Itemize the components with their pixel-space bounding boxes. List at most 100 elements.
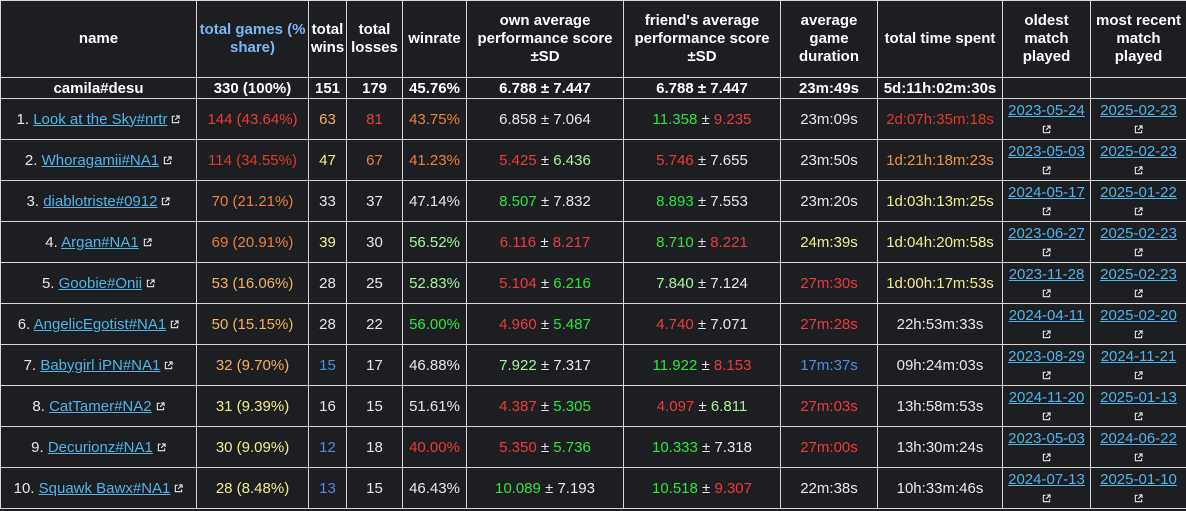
player-link[interactable]: AngelicEgotist#NA1: [33, 315, 167, 333]
match-date-link[interactable]: 2024-04-11: [1008, 306, 1085, 324]
friend-score-cell: 4.740 ± 7.071: [623, 303, 781, 345]
external-link-icon: [1134, 124, 1143, 133]
match-date-link[interactable]: 2024-11-20: [1008, 388, 1085, 406]
friend-score-cell: 5.746 ± 7.655: [623, 139, 781, 181]
external-link-icon: [1042, 411, 1051, 420]
external-link-icon: [143, 237, 152, 246]
score-mean: 5.746: [656, 151, 694, 169]
row-rank: 7.: [23, 356, 37, 374]
losses-cell: 37: [346, 180, 403, 222]
score-sd: 6.436: [553, 151, 591, 169]
col-header-recent-match[interactable]: most recent match played: [1090, 0, 1186, 78]
friend-score-cell: 4.097 ± 6.811: [623, 385, 781, 427]
match-date-link[interactable]: 2025-02-23: [1100, 265, 1177, 283]
total-games-cell: 114 (34.55%): [196, 139, 309, 181]
col-header-avg-duration[interactable]: average game duration: [780, 0, 878, 78]
match-date-link[interactable]: 2025-02-20: [1100, 306, 1177, 324]
row-rank: 1.: [16, 110, 30, 128]
total-time-cell: 13h:58m:53s: [877, 385, 1003, 427]
col-header-own-score[interactable]: own average performance score ±SD: [466, 0, 624, 78]
external-link-icon: [1134, 288, 1143, 297]
match-date-link[interactable]: 2023-11-28: [1008, 265, 1085, 283]
score-mean: 11.358: [652, 110, 698, 128]
match-date-link[interactable]: 2025-01-22: [1100, 183, 1177, 201]
external-link-icon: [175, 483, 184, 492]
row-rank: 6.: [17, 315, 31, 333]
player-link[interactable]: Whoragamii#NA1: [41, 151, 160, 169]
col-header-name[interactable]: name: [0, 0, 197, 78]
player-name-cell: 4. Argan#NA1: [0, 221, 197, 263]
plus-minus: ±: [693, 151, 711, 169]
player-link[interactable]: Babygirl iPN#NA1: [40, 356, 161, 374]
score-sd: 6.216: [553, 274, 591, 292]
score-mean: 4.960: [499, 315, 537, 333]
col-header-friend-score[interactable]: friend's average performance score ±SD: [623, 0, 781, 78]
oldest-match-cell: 2023-08-29: [1002, 344, 1091, 386]
score-mean: 4.740: [656, 315, 694, 333]
plus-minus: ±: [697, 110, 714, 128]
external-link-icon: [172, 114, 181, 123]
losses-cell: 15: [346, 467, 403, 509]
match-date-link[interactable]: 2025-02-23: [1100, 142, 1177, 160]
friend-score-cell: 11.358 ± 9.235: [623, 98, 781, 140]
external-link-icon: [165, 360, 174, 369]
player-link[interactable]: CatTamer#NA2: [49, 397, 152, 415]
player-link[interactable]: Squawk Bawx#NA1: [38, 479, 171, 497]
match-date-link[interactable]: 2024-05-17: [1008, 183, 1085, 201]
total-games-cell: 50 (15.15%): [196, 303, 309, 345]
match-date-link[interactable]: 2023-05-24: [1008, 101, 1085, 119]
score-mean: 10.333: [651, 438, 698, 456]
wins-cell: 63: [308, 98, 347, 140]
col-header-total-losses[interactable]: total losses: [346, 0, 403, 78]
oldest-match-cell: 2024-11-20: [1002, 385, 1091, 427]
external-link-icon: [163, 155, 172, 164]
wins-cell: 16: [308, 385, 347, 427]
summary-games: 330 (100%): [196, 77, 309, 99]
col-header-winrate[interactable]: winrate: [402, 0, 467, 78]
total-games-cell: 28 (8.48%): [196, 467, 309, 509]
summary-oldest: [1002, 77, 1091, 99]
losses-cell: 22: [346, 303, 403, 345]
match-date-link[interactable]: 2024-06-22: [1100, 429, 1177, 447]
col-header-total-wins[interactable]: total wins: [308, 0, 347, 78]
total-time-cell: 09h:24m:03s: [877, 344, 1003, 386]
match-date-link[interactable]: 2023-05-03: [1008, 142, 1085, 160]
match-date-link[interactable]: 2023-06-27: [1008, 224, 1085, 242]
match-date-link[interactable]: 2025-02-23: [1100, 101, 1177, 119]
losses-cell: 30: [346, 221, 403, 263]
match-date-link[interactable]: 2024-11-21: [1100, 347, 1177, 365]
match-date-link[interactable]: 2023-05-03: [1008, 429, 1085, 447]
friend-score-cell: 11.922 ± 8.153: [623, 344, 781, 386]
player-link[interactable]: Goobie#Onii: [58, 274, 143, 292]
table-row: 4. Argan#NA1 69 (20.91%) 39 30 56.52% 6.116 …: [0, 221, 1186, 263]
col-header-total-games[interactable]: total games (% share): [196, 0, 309, 78]
total-games-cell: 70 (21.21%): [196, 180, 309, 222]
col-header-total-time[interactable]: total time spent: [877, 0, 1003, 78]
table-row: 10. Squawk Bawx#NA1 28 (8.48%) 13 15 46.43%…: [0, 467, 1186, 509]
recent-match-cell: 2025-02-23: [1090, 262, 1186, 304]
external-link-icon: [1134, 452, 1143, 461]
row-rank: 8.: [32, 397, 45, 415]
score-sd: 9.235: [713, 110, 752, 128]
recent-match-cell: 2025-01-10: [1090, 467, 1186, 509]
match-date-link[interactable]: 2024-07-13: [1008, 470, 1085, 488]
external-link-icon: [1134, 329, 1143, 338]
summary-duration: 23m:49s: [780, 77, 878, 99]
match-date-link[interactable]: 2025-01-10: [1100, 470, 1177, 488]
player-link[interactable]: diablotriste#0912: [43, 192, 158, 210]
plus-minus: ±: [536, 151, 554, 169]
recent-match-cell: 2024-11-21: [1090, 344, 1186, 386]
match-date-link[interactable]: 2023-08-29: [1008, 347, 1085, 365]
player-link[interactable]: Decurionz#NA1: [47, 438, 153, 456]
score-sd: 8.221: [710, 233, 748, 251]
match-date-link[interactable]: 2025-02-23: [1100, 224, 1177, 242]
external-link-icon: [1134, 206, 1143, 215]
oldest-match-cell: 2024-07-13: [1002, 467, 1091, 509]
total-time-cell: 22h:53m:33s: [877, 303, 1003, 345]
player-link[interactable]: Look at the Sky#nrtr: [33, 110, 168, 128]
col-header-oldest-match[interactable]: oldest match played: [1002, 0, 1091, 78]
match-date-link[interactable]: 2025-01-13: [1100, 388, 1177, 406]
external-link-icon: [1134, 247, 1143, 256]
external-link-icon: [171, 319, 179, 328]
player-link[interactable]: Argan#NA1: [61, 233, 139, 251]
